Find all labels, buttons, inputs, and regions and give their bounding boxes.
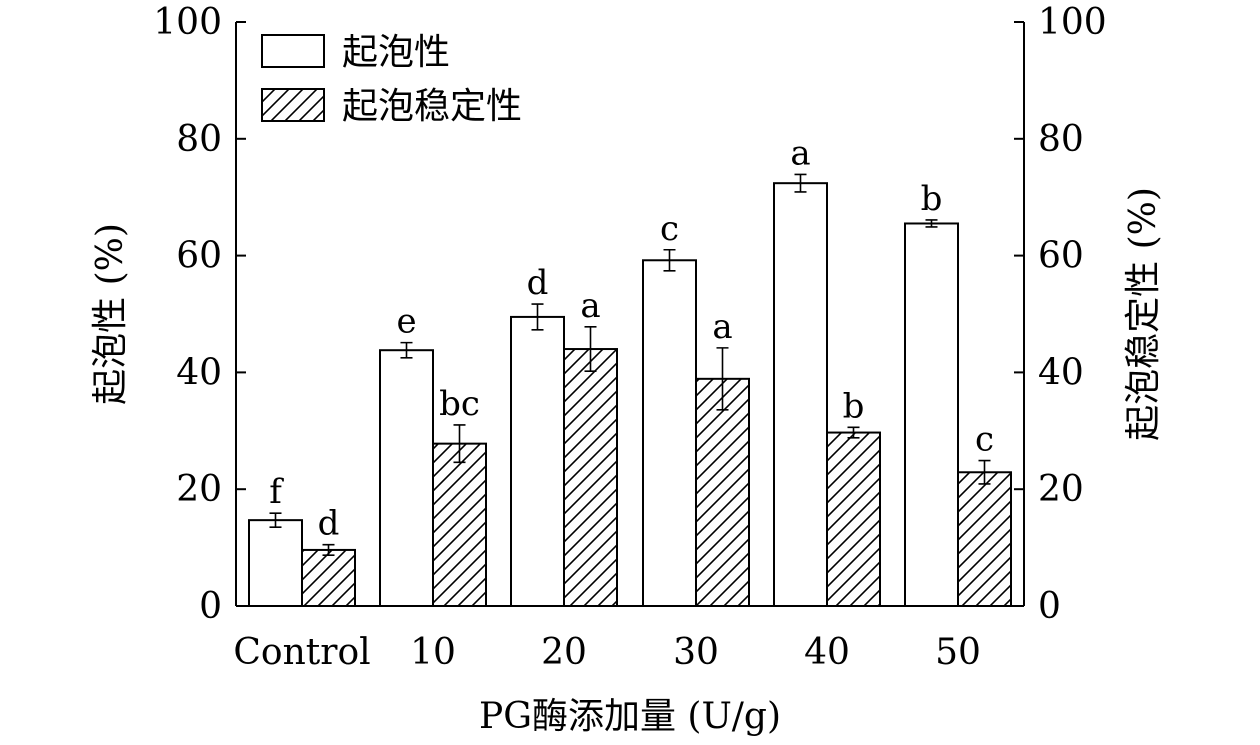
y-tick-label-left-60: 60 xyxy=(176,236,222,277)
legend-swatch-hatched xyxy=(261,88,325,122)
bar-s1-20 xyxy=(510,315,565,607)
sig-letter-s1-30: c xyxy=(660,209,679,249)
sig-letter-s1-control: f xyxy=(269,472,284,512)
error-bar-s1-10 xyxy=(400,341,413,359)
y-tick-label-left-20: 20 xyxy=(176,469,222,510)
bars-layer xyxy=(248,182,1012,608)
sig-letter-s1-50: b xyxy=(921,179,943,219)
error-bar-s2-10 xyxy=(453,424,466,464)
x-ticks: Control 10 20 30 40 50 xyxy=(233,598,981,673)
y-ticks-right: 0 20 40 60 80 100 xyxy=(1014,2,1107,627)
y-tick-label-left-80: 80 xyxy=(176,119,222,160)
sig-letter-s2-30: a xyxy=(712,307,732,347)
y-tick-label-right-80: 80 xyxy=(1038,119,1084,160)
sig-letter-s2-20: a xyxy=(580,286,600,326)
x-tick-label-10: 10 xyxy=(410,632,456,673)
x-tick-label-40: 40 xyxy=(804,632,850,673)
y-tick-label-left-0: 0 xyxy=(199,586,222,627)
sig-letter-s2-control: d xyxy=(318,504,340,544)
bar-s1-10 xyxy=(379,349,434,608)
x-tick-label-30: 30 xyxy=(673,632,719,673)
legend-label-series-1: 起泡性 xyxy=(342,32,450,73)
y-ticks-left: 0 20 40 60 80 100 xyxy=(153,2,246,627)
y-tick-label-left-100: 100 xyxy=(153,2,222,43)
y-tick-label-right-20: 20 xyxy=(1038,469,1084,510)
bar-s2-20 xyxy=(563,348,618,607)
error-bar-s2-40 xyxy=(847,426,860,439)
bar-s1-50 xyxy=(904,222,959,607)
x-tick-label-control: Control xyxy=(233,632,370,673)
bar-s1-40 xyxy=(773,182,828,608)
error-bar-s1-20 xyxy=(531,303,544,331)
bar-s2-10 xyxy=(432,442,487,608)
error-bar-s1-control xyxy=(269,512,282,528)
bar-s2-control xyxy=(301,548,356,607)
error-bar-s2-30 xyxy=(716,347,729,411)
sig-letter-s1-40: a xyxy=(790,133,810,173)
y-tick-label-right-100: 100 xyxy=(1038,2,1107,43)
error-bar-s2-control xyxy=(322,543,335,556)
x-tick-label-50: 50 xyxy=(935,632,981,673)
x-axis-title: PG酶添加量 (U/g) xyxy=(479,696,781,737)
sig-letter-s1-20: d xyxy=(527,263,549,303)
x-tick-label-20: 20 xyxy=(541,632,587,673)
y-axis-right-title: 起泡稳定性 (%) xyxy=(1123,187,1164,441)
y-tick-label-right-0: 0 xyxy=(1038,586,1061,627)
sig-letter-s2-10: bc xyxy=(439,384,480,424)
bar-s2-30 xyxy=(695,377,750,607)
bar-s2-40 xyxy=(826,431,881,607)
error-bar-s1-50 xyxy=(925,219,938,228)
error-bars-layer xyxy=(269,173,991,556)
bar-s1-30 xyxy=(642,259,697,607)
error-bar-s1-30 xyxy=(663,248,676,272)
y-tick-label-right-60: 60 xyxy=(1038,236,1084,277)
sig-letter-s2-50: c xyxy=(975,420,994,460)
y-axis-left-title: 起泡性 (%) xyxy=(90,223,131,405)
error-bar-s2-50 xyxy=(978,459,991,485)
sig-letter-s2-40: b xyxy=(843,386,865,426)
error-bar-s2-20 xyxy=(584,326,597,373)
legend-swatch-plain xyxy=(261,34,325,68)
sig-letter-s1-10: e xyxy=(396,302,416,342)
bar-s2-50 xyxy=(957,471,1012,607)
legend: 起泡性 起泡稳定性 xyxy=(261,32,522,127)
bar-s1-control xyxy=(248,519,303,607)
legend-label-series-2: 起泡稳定性 xyxy=(342,86,522,127)
y-tick-label-right-40: 40 xyxy=(1038,352,1084,393)
y-tick-label-left-40: 40 xyxy=(176,352,222,393)
error-bar-s1-40 xyxy=(794,173,807,193)
